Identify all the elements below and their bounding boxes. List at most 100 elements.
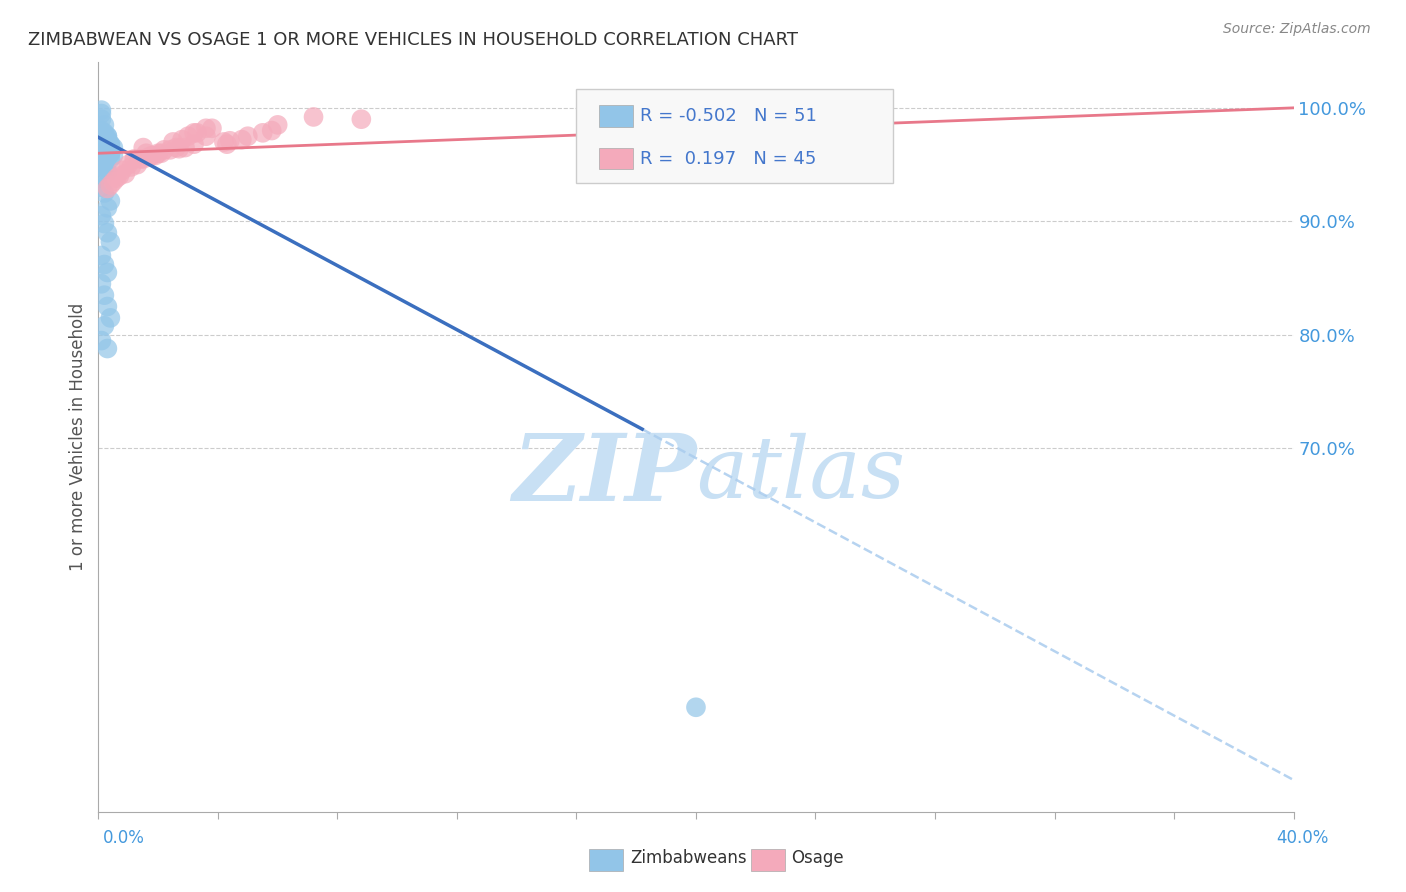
Point — [132, 152, 155, 166]
Point — [96, 151, 118, 165]
Point — [111, 163, 134, 178]
Point — [96, 201, 118, 215]
Point — [231, 133, 253, 147]
Point — [93, 135, 115, 149]
Point — [103, 175, 125, 189]
Point — [141, 148, 163, 162]
Point — [96, 300, 118, 314]
Point — [96, 140, 118, 154]
Point — [201, 121, 224, 136]
Point — [132, 140, 155, 154]
Point — [96, 164, 118, 178]
Text: 0.0%: 0.0% — [103, 829, 145, 847]
Point — [98, 178, 122, 192]
Point — [96, 133, 118, 147]
Point — [103, 148, 125, 162]
Point — [90, 123, 112, 137]
Point — [98, 146, 122, 161]
Text: ZIMBABWEAN VS OSAGE 1 OR MORE VEHICLES IN HOUSEHOLD CORRELATION CHART: ZIMBABWEAN VS OSAGE 1 OR MORE VEHICLES I… — [28, 31, 799, 49]
Point — [98, 137, 122, 152]
Point — [117, 158, 139, 172]
Point — [350, 112, 373, 127]
Text: R = -0.502   N = 51: R = -0.502 N = 51 — [640, 107, 817, 125]
Point — [302, 110, 325, 124]
Point — [93, 160, 115, 174]
Point — [172, 133, 194, 147]
Point — [135, 146, 157, 161]
Y-axis label: 1 or more Vehicles in Household: 1 or more Vehicles in Household — [69, 303, 87, 571]
Point — [98, 152, 122, 166]
Point — [98, 140, 122, 154]
Point — [183, 126, 205, 140]
Point — [162, 135, 184, 149]
Point — [98, 235, 122, 249]
Point — [150, 146, 173, 161]
Point — [93, 155, 115, 169]
Point — [626, 108, 648, 122]
Point — [108, 169, 131, 183]
Point — [96, 129, 118, 144]
Text: Zimbabweans: Zimbabweans — [630, 849, 747, 867]
Point — [212, 135, 235, 149]
Point — [93, 186, 115, 200]
Point — [90, 167, 112, 181]
Point — [127, 158, 149, 172]
Point — [96, 265, 118, 279]
Point — [90, 334, 112, 348]
Point — [93, 288, 115, 302]
Point — [260, 123, 283, 137]
Point — [90, 171, 112, 186]
Point — [90, 103, 112, 117]
Point — [167, 142, 190, 156]
Point — [98, 194, 122, 208]
Point — [186, 126, 208, 140]
Point — [114, 167, 136, 181]
Point — [143, 148, 166, 162]
Point — [159, 143, 181, 157]
Point — [93, 126, 115, 140]
Point — [96, 146, 118, 161]
Point — [236, 129, 259, 144]
Point — [96, 129, 118, 144]
Point — [183, 137, 205, 152]
Point — [96, 342, 118, 356]
Point — [90, 160, 112, 174]
Point — [93, 148, 115, 162]
Point — [153, 143, 176, 157]
Point — [252, 126, 274, 140]
Text: ZIP: ZIP — [512, 430, 696, 519]
Point — [98, 137, 122, 152]
Point — [148, 146, 170, 161]
Point — [129, 152, 152, 166]
Point — [93, 144, 115, 158]
Point — [165, 140, 187, 154]
Point — [96, 181, 118, 195]
Text: 40.0%: 40.0% — [1277, 829, 1329, 847]
Text: Source: ZipAtlas.com: Source: ZipAtlas.com — [1223, 22, 1371, 37]
Point — [124, 152, 146, 166]
Point — [174, 140, 197, 154]
Point — [215, 137, 238, 152]
Point — [90, 106, 112, 120]
Point — [93, 258, 115, 272]
Point — [195, 129, 218, 144]
Point — [267, 118, 290, 132]
Point — [90, 180, 112, 194]
Point — [93, 152, 115, 166]
Point — [93, 137, 115, 152]
Text: atlas: atlas — [696, 434, 905, 516]
Point — [138, 150, 160, 164]
Point — [96, 226, 118, 240]
Point — [90, 248, 112, 262]
Point — [685, 700, 707, 714]
Point — [93, 217, 115, 231]
Text: Osage: Osage — [792, 849, 844, 867]
Point — [90, 112, 112, 127]
Point — [96, 133, 118, 147]
Point — [98, 310, 122, 325]
Point — [93, 118, 115, 132]
Point — [105, 171, 128, 186]
Point — [219, 134, 242, 148]
Point — [103, 140, 125, 154]
Point — [195, 121, 218, 136]
